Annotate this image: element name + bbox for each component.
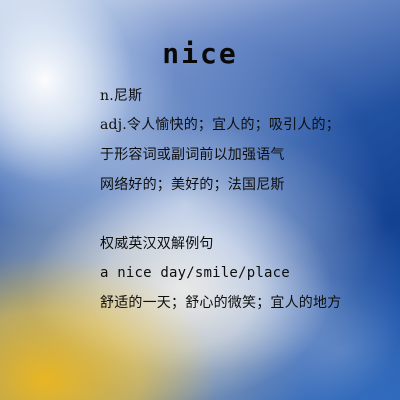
example-english: a nice day/smile/place <box>100 265 290 281</box>
examples-heading: 权威英汉双解例句 <box>100 236 214 252</box>
definition-line-adjective-continued: 于形容词或副词前以加强语气 <box>100 147 285 163</box>
example-chinese: 舒适的一天；舒心的微笑；宜人的地方 <box>100 295 342 311</box>
definition-line-network: 网络好的；美好的；法国尼斯 <box>100 177 285 193</box>
definition-line-adjective: adj.令人愉快的；宜人的；吸引人的； <box>100 117 340 133</box>
headword: nice <box>162 37 238 70</box>
definition-line-noun: n.尼斯 <box>100 88 143 104</box>
